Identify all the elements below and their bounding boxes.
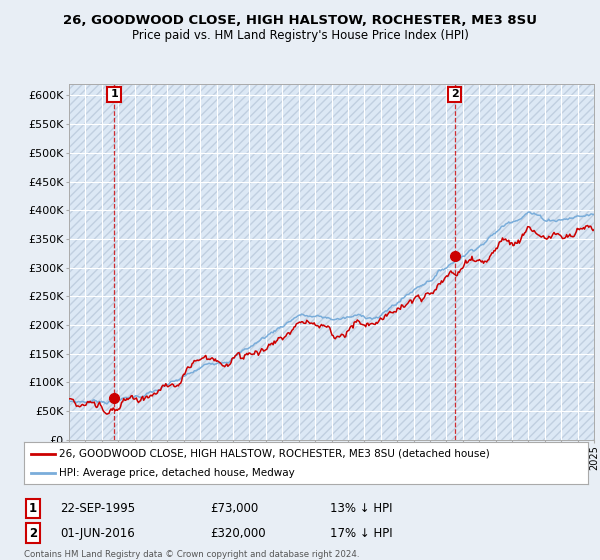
Text: Contains HM Land Registry data © Crown copyright and database right 2024.
This d: Contains HM Land Registry data © Crown c… xyxy=(24,550,359,560)
Text: £73,000: £73,000 xyxy=(210,502,258,515)
Text: £320,000: £320,000 xyxy=(210,526,266,540)
Text: 26, GOODWOOD CLOSE, HIGH HALSTOW, ROCHESTER, ME3 8SU (detached house): 26, GOODWOOD CLOSE, HIGH HALSTOW, ROCHES… xyxy=(59,449,490,459)
Text: 22-SEP-1995: 22-SEP-1995 xyxy=(60,502,135,515)
Text: 2: 2 xyxy=(451,90,458,99)
Text: 2: 2 xyxy=(29,526,37,540)
Text: Price paid vs. HM Land Registry's House Price Index (HPI): Price paid vs. HM Land Registry's House … xyxy=(131,29,469,42)
Text: 1: 1 xyxy=(110,90,118,99)
Text: 1: 1 xyxy=(29,502,37,515)
Text: HPI: Average price, detached house, Medway: HPI: Average price, detached house, Medw… xyxy=(59,468,295,478)
Text: 26, GOODWOOD CLOSE, HIGH HALSTOW, ROCHESTER, ME3 8SU: 26, GOODWOOD CLOSE, HIGH HALSTOW, ROCHES… xyxy=(63,14,537,27)
Text: 17% ↓ HPI: 17% ↓ HPI xyxy=(330,526,392,540)
Text: 01-JUN-2016: 01-JUN-2016 xyxy=(60,526,135,540)
Text: 13% ↓ HPI: 13% ↓ HPI xyxy=(330,502,392,515)
